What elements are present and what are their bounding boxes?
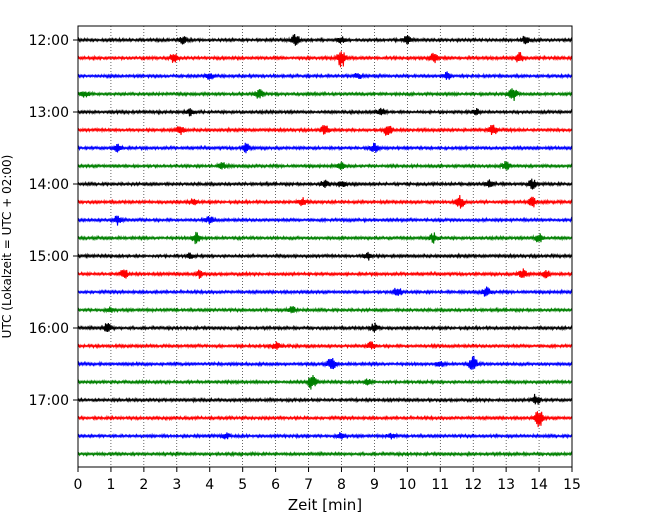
seismic-trace [77,355,573,370]
seismic-trace [77,195,573,209]
x-tick-label: 10 [398,477,416,493]
x-tick-label: 8 [337,477,346,493]
y-tick-label: 16:00 [29,321,69,337]
seismic-trace [77,33,573,46]
x-tick-label: 7 [304,477,313,493]
y-tick-label: 13:00 [29,105,69,121]
seismic-trace [77,71,573,80]
seismic-trace [77,124,573,136]
plot-frame [77,25,573,468]
x-tick-label: 6 [271,477,280,493]
x-tick-label: 5 [238,477,247,493]
seismic-trace [77,393,573,405]
y-axis: 12:00 13:00 14:00 15:00 16:00 17:00 [29,33,78,409]
x-tick-label: 13 [497,477,515,493]
seismic-trace [77,322,573,333]
seismic-trace [77,306,573,314]
x-tick-label: 1 [106,477,115,493]
seismic-trace [77,160,573,171]
y-tick-label: 15:00 [29,249,69,265]
seismic-trace [77,341,573,350]
x-axis-label: Zeit [min] [288,496,362,514]
x-tick-label: 15 [563,477,581,493]
seismic-trace [77,107,573,117]
x-tick-label: 12 [464,477,482,493]
seismic-trace [77,432,573,440]
y-tick-label: 14:00 [29,177,69,193]
y-axis-label: UTC (Lokalzeit = UTC + 02:00) [0,155,14,339]
x-tick-label: 0 [74,477,83,493]
seismic-trace [77,411,573,428]
x-tick-label: 3 [172,477,181,493]
seismic-trace [77,231,573,245]
seismic-trace [77,88,573,101]
y-tick-label: 17:00 [29,393,69,409]
seismic-trace [77,268,573,279]
seismic-trace [77,374,573,390]
x-tick-label: 2 [139,477,148,493]
seismic-trace [77,286,573,297]
seismic-trace [77,178,573,190]
seismic-trace [77,215,573,226]
seismic-trace [77,51,573,68]
seismic-trace [77,251,573,261]
trace-group [77,33,573,458]
x-tick-label: 9 [370,477,379,493]
x-tick-label: 11 [431,477,449,493]
x-axis: 0 1 2 3 4 5 6 7 8 9 10 11 12 13 14 15 [74,467,581,493]
seismic-trace [77,142,573,154]
x-tick-label: 14 [530,477,548,493]
y-tick-label: 12:00 [29,33,69,49]
x-tick-label: 4 [205,477,214,493]
seismic-trace [77,450,573,458]
